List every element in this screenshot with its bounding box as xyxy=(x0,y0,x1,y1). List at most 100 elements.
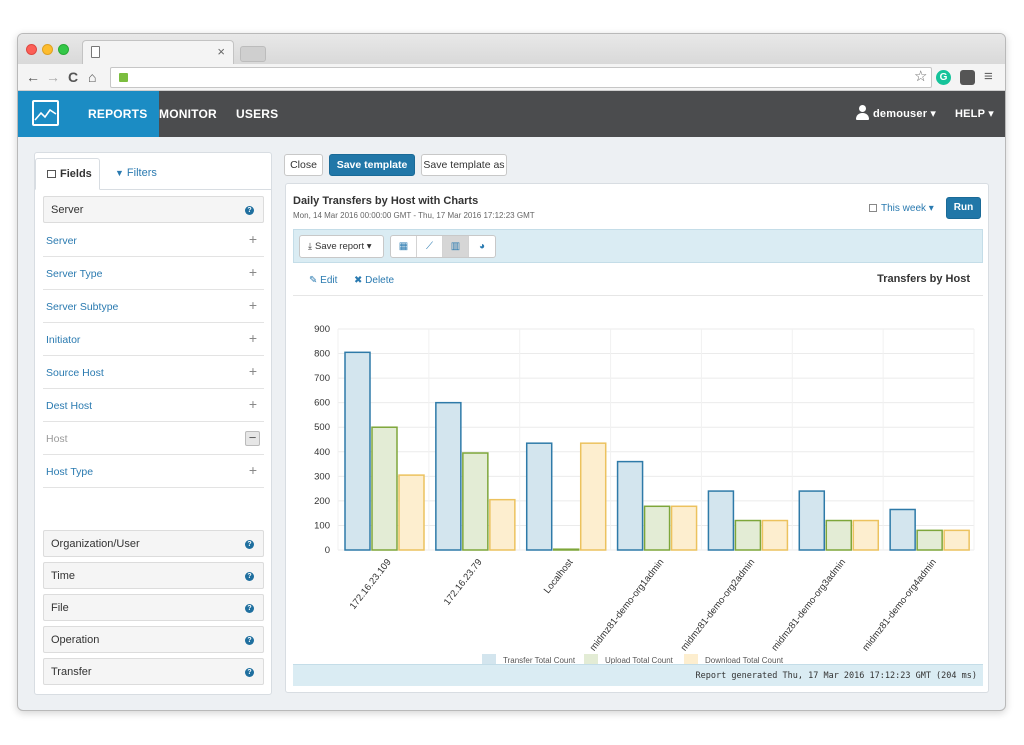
calendar-icon xyxy=(869,204,877,212)
bar-chart: 0 100 200 300 400 500 600 700 800 900 172.16.23.10… xyxy=(314,324,975,664)
field-group[interactable]: Organization/User? xyxy=(43,530,264,557)
bar xyxy=(371,426,398,551)
back-icon[interactable]: ← xyxy=(26,69,40,85)
pie-chart-icon[interactable]: ◕ xyxy=(478,241,486,252)
field-label: Server Type xyxy=(46,268,103,280)
help-icon[interactable]: ? xyxy=(245,636,254,645)
field-group[interactable]: Transfer? xyxy=(43,658,264,685)
legend-swatch xyxy=(584,654,598,664)
nav-monitor[interactable]: MONITOR xyxy=(159,107,217,121)
tab-close-icon[interactable]: × xyxy=(217,44,225,59)
report-toolbar: ⤓ Save report ▾ ▦ ⟋ ▥ ◕ xyxy=(293,229,983,263)
browser-window: × ← → C ⌂ ☆ G ≡ REPORTS MONITOR USERS de… xyxy=(17,33,1006,711)
group-server[interactable]: Server ? xyxy=(43,196,264,223)
extension-icon[interactable] xyxy=(960,70,975,85)
bar xyxy=(489,498,516,551)
bar xyxy=(525,442,553,551)
help-menu[interactable]: HELP ▾ xyxy=(955,108,994,120)
logo-chart-icon xyxy=(34,108,57,121)
add-field-icon[interactable]: + xyxy=(248,462,257,478)
bar xyxy=(398,474,425,551)
reload-icon[interactable]: C xyxy=(68,69,79,85)
close-button[interactable]: Close xyxy=(284,154,323,176)
download-icon: ⤓ xyxy=(308,241,312,251)
delete-link[interactable]: ✖ Delete xyxy=(354,275,394,286)
remove-field-button[interactable]: − xyxy=(245,431,260,446)
bar xyxy=(707,490,735,551)
app-logo[interactable] xyxy=(18,91,76,137)
field-group-label: Transfer xyxy=(51,666,92,678)
add-field-icon[interactable]: + xyxy=(248,297,257,313)
field-label: Server Subtype xyxy=(46,301,119,313)
field-group[interactable]: Time? xyxy=(43,562,264,589)
new-tab-button[interactable] xyxy=(240,46,266,62)
add-field-icon[interactable]: + xyxy=(248,396,257,412)
tab-fields-label: Fields xyxy=(60,168,92,180)
help-icon[interactable]: ? xyxy=(245,540,254,549)
field-item[interactable]: Host − xyxy=(43,422,264,455)
field-group[interactable]: Operation? xyxy=(43,626,264,653)
field-item[interactable]: Initiator + xyxy=(43,323,264,356)
nav-users[interactable]: USERS xyxy=(236,107,279,121)
browser-tab[interactable]: × xyxy=(82,40,234,64)
pencil-icon: ✎ xyxy=(309,275,318,286)
x-tick-label: Localhost xyxy=(542,557,576,596)
legend-swatch xyxy=(482,654,496,664)
bar-chart-icon[interactable]: ▥ xyxy=(443,236,469,257)
field-item[interactable]: Server Subtype + xyxy=(43,290,264,323)
legend-label: Upload Total Count xyxy=(605,656,674,664)
bar xyxy=(643,505,671,551)
bookmark-star-icon[interactable]: ☆ xyxy=(914,68,928,85)
field-item[interactable]: Server + xyxy=(43,224,264,257)
minimize-window-button[interactable] xyxy=(42,44,53,55)
add-field-icon[interactable]: + xyxy=(248,231,257,247)
field-label: Source Host xyxy=(46,367,104,379)
address-bar[interactable] xyxy=(110,67,932,88)
edit-link[interactable]: ✎ Edit xyxy=(309,275,337,286)
report-title: Daily Transfers by Host with Charts xyxy=(293,195,479,207)
menu-icon[interactable]: ≡ xyxy=(984,68,993,85)
save-template-as-button[interactable]: Save template as xyxy=(421,154,507,176)
field-label: Dest Host xyxy=(46,400,93,412)
field-item[interactable]: Server Type + xyxy=(43,257,264,290)
bar xyxy=(916,529,943,551)
add-field-icon[interactable]: + xyxy=(248,330,257,346)
help-icon[interactable]: ? xyxy=(245,206,254,215)
x-tick-label: 172.16.23.79 xyxy=(442,557,485,607)
chart-title: Transfers by Host xyxy=(877,273,970,285)
grammarly-icon[interactable]: G xyxy=(936,70,951,85)
bar xyxy=(435,401,462,551)
period-dropdown[interactable]: This week ▾ xyxy=(869,203,934,214)
add-field-icon[interactable]: + xyxy=(248,264,257,280)
field-item[interactable]: Source Host + xyxy=(43,356,264,389)
line-chart-icon[interactable]: ⟋ xyxy=(417,236,443,257)
home-icon[interactable]: ⌂ xyxy=(88,69,97,85)
bar xyxy=(761,519,789,551)
field-label: Host Type xyxy=(46,466,94,478)
group-server-label: Server xyxy=(51,204,84,216)
field-item[interactable]: Dest Host + xyxy=(43,389,264,422)
forward-icon[interactable]: → xyxy=(46,69,60,85)
maximize-window-button[interactable] xyxy=(58,44,69,55)
tab-filters[interactable]: ▼ Filters xyxy=(115,158,157,190)
save-report-label: Save report ▾ xyxy=(314,241,372,252)
help-icon[interactable]: ? xyxy=(245,572,254,581)
browser-toolbar: ← → C ⌂ ☆ G ≡ xyxy=(18,64,1005,91)
table-view-icon[interactable]: ▦ xyxy=(391,236,417,257)
x-tick-label: 172.16.23.109 xyxy=(348,557,394,612)
save-template-button[interactable]: Save template xyxy=(329,154,415,176)
field-group[interactable]: File? xyxy=(43,594,264,621)
close-window-button[interactable] xyxy=(26,44,37,55)
help-icon[interactable]: ? xyxy=(245,604,254,613)
tab-fields[interactable]: Fields xyxy=(35,158,100,190)
bar xyxy=(579,442,607,551)
help-icon[interactable]: ? xyxy=(245,668,254,677)
user-menu[interactable]: demouser ▾ xyxy=(873,108,937,120)
save-report-button[interactable]: ⤓ Save report ▾ xyxy=(299,235,384,258)
field-item[interactable]: Host Type + xyxy=(43,455,264,488)
add-field-icon[interactable]: + xyxy=(248,363,257,379)
field-group-label: Time xyxy=(51,570,76,582)
x-tick-label: midmz81-demo-org4admin xyxy=(860,557,939,653)
nav-reports[interactable]: REPORTS xyxy=(76,91,160,137)
run-button[interactable]: Run xyxy=(946,197,981,219)
